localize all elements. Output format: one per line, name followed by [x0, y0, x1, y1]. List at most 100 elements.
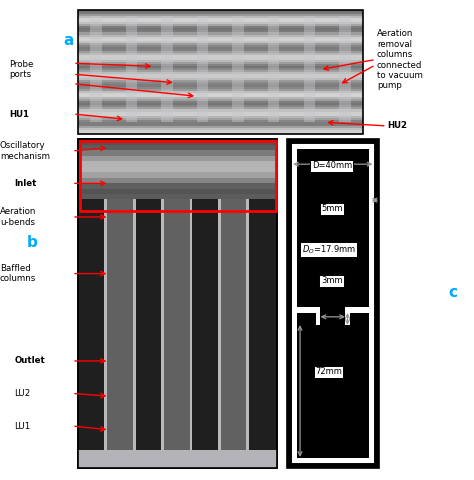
Text: HU1: HU1 — [9, 110, 29, 119]
Bar — [161, 199, 164, 451]
Text: HU2: HU2 — [387, 121, 407, 130]
Bar — [78, 441, 277, 446]
Text: $D_O$=17.9mm: $D_O$=17.9mm — [301, 243, 356, 256]
Bar — [78, 265, 277, 271]
Bar — [78, 43, 363, 45]
Bar — [339, 16, 350, 122]
Bar — [78, 49, 363, 51]
Text: Aeration
u-bends: Aeration u-bends — [0, 207, 36, 227]
Bar — [78, 435, 277, 441]
Bar — [78, 60, 363, 61]
Text: Outlet: Outlet — [14, 357, 45, 365]
Bar — [78, 397, 277, 402]
Bar — [78, 260, 277, 265]
Bar — [78, 128, 363, 130]
Bar — [78, 53, 363, 55]
Bar — [78, 70, 363, 72]
Bar — [78, 12, 363, 14]
Bar — [345, 307, 373, 313]
Bar — [78, 298, 277, 303]
Bar — [293, 145, 297, 462]
Bar — [78, 463, 277, 468]
Bar — [190, 199, 192, 451]
Bar — [78, 150, 277, 156]
Bar — [78, 93, 363, 95]
Bar — [78, 36, 363, 39]
Bar — [78, 103, 363, 105]
Bar — [78, 30, 363, 33]
Bar — [78, 303, 277, 309]
Bar — [78, 325, 277, 331]
Bar — [78, 86, 363, 89]
Bar — [78, 413, 277, 419]
Bar — [78, 20, 363, 22]
Text: 72mm: 72mm — [315, 368, 342, 376]
Bar — [78, 178, 277, 183]
Bar — [78, 254, 277, 260]
Bar — [345, 313, 350, 325]
Bar — [78, 22, 363, 24]
Bar — [78, 364, 277, 370]
Bar — [78, 243, 277, 249]
Bar — [78, 386, 277, 391]
Bar — [78, 139, 277, 144]
Bar — [135, 199, 164, 451]
Bar — [126, 16, 137, 122]
Bar — [78, 97, 363, 99]
Bar — [78, 430, 277, 435]
Bar — [78, 72, 363, 74]
Bar — [78, 78, 363, 80]
Bar — [78, 61, 363, 64]
Bar — [78, 58, 363, 60]
Text: 5mm: 5mm — [321, 204, 343, 213]
Text: a: a — [64, 33, 74, 48]
Bar — [78, 55, 363, 58]
Bar — [78, 183, 277, 189]
Bar — [78, 64, 363, 66]
Bar — [78, 271, 277, 276]
Bar — [78, 391, 277, 397]
Bar — [78, 95, 363, 97]
Bar — [78, 108, 363, 109]
Bar — [78, 238, 277, 243]
Bar — [78, 276, 277, 282]
Bar — [287, 139, 379, 468]
Bar — [78, 331, 277, 336]
Text: Probe
ports: Probe ports — [9, 60, 34, 79]
Bar — [78, 47, 363, 49]
Bar — [78, 84, 363, 86]
Bar — [78, 114, 363, 116]
Bar — [78, 336, 277, 342]
Bar — [78, 139, 277, 468]
Bar — [78, 282, 277, 287]
Bar — [78, 18, 363, 20]
Bar — [78, 76, 363, 78]
Bar — [249, 199, 277, 451]
Bar — [78, 89, 363, 91]
Text: b: b — [27, 235, 37, 250]
Bar — [268, 16, 280, 122]
Bar — [78, 200, 277, 205]
Bar — [107, 199, 135, 451]
Bar — [78, 205, 277, 210]
Bar — [78, 35, 363, 36]
Bar — [78, 189, 277, 194]
Bar — [78, 45, 363, 47]
Bar — [164, 199, 192, 451]
Bar — [78, 122, 363, 124]
Bar — [78, 314, 277, 320]
Bar — [78, 320, 277, 325]
Bar — [78, 91, 363, 93]
Text: Inlet: Inlet — [14, 179, 36, 188]
Bar — [78, 83, 363, 84]
Bar — [293, 307, 320, 313]
Bar — [78, 216, 277, 221]
Bar — [78, 111, 363, 114]
Bar — [78, 375, 277, 380]
Bar — [78, 10, 363, 12]
Bar — [78, 66, 363, 68]
Bar — [78, 28, 363, 30]
Bar — [78, 353, 277, 359]
Text: D=40mm: D=40mm — [312, 161, 352, 170]
Bar — [78, 120, 363, 122]
